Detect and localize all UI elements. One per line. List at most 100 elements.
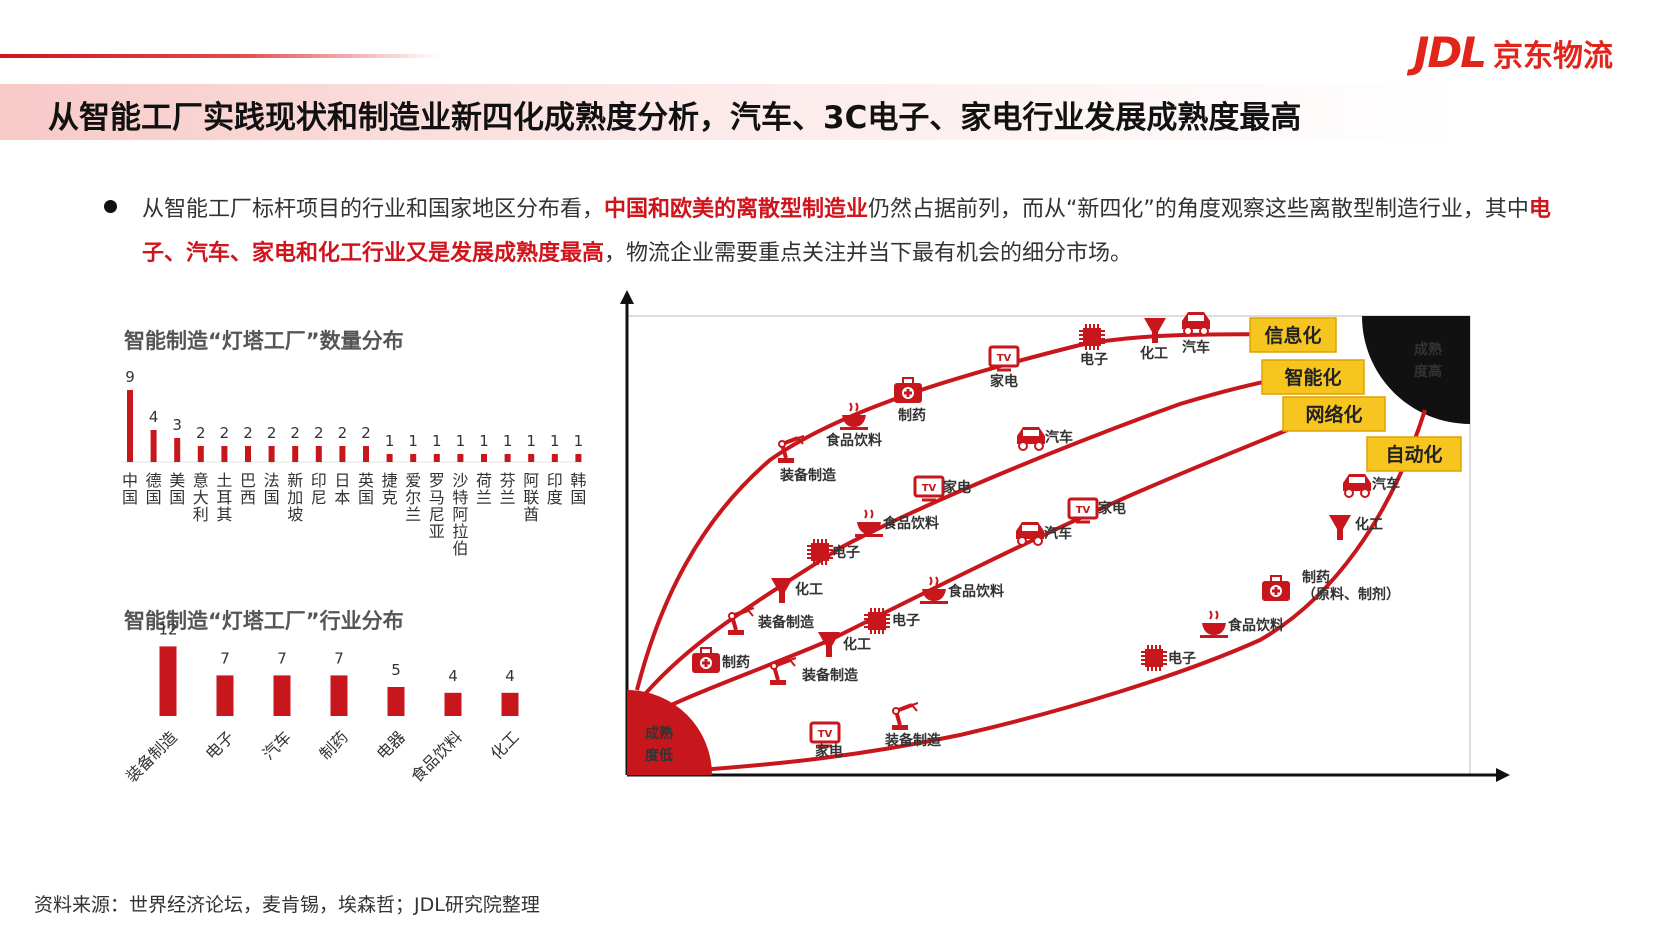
country-tick-label: 巴西: [240, 471, 256, 507]
maturity-point-label: 装备制造: [779, 467, 836, 484]
medicine-icon: [894, 377, 922, 403]
country-tick-char: 中: [122, 471, 138, 490]
country-tick-char: 美: [169, 471, 185, 490]
maturity-curve-4: [699, 409, 1427, 772]
chemical-icon: [1144, 318, 1166, 343]
country-tick-char: 酋: [523, 505, 539, 524]
y-axis-arrow-icon: [620, 290, 634, 304]
bullet-paragraph: 从智能工厂标杆项目的行业和国家地区分布看，中国和欧美的离散型制造业仍然占据前列，…: [142, 188, 1562, 276]
svg-text:TV: TV: [997, 353, 1012, 364]
maturity-point-label: 电子: [832, 544, 860, 561]
brand-name: 京东物流: [1493, 38, 1613, 74]
country-bar-value: 2: [243, 424, 253, 442]
maturity-point-label: 装备制造: [801, 667, 858, 684]
robot-arm-icon: [728, 607, 755, 635]
maturity-curve-2: [638, 372, 1306, 702]
para-highlight-2: 电子、汽车、家电和化工: [142, 197, 1551, 266]
country-tick-label: 法国: [264, 471, 280, 507]
country-tick-label: 荷兰: [476, 471, 492, 507]
country-tick-label: 爱尔兰: [405, 471, 421, 524]
country-bar: [221, 446, 228, 462]
series-tag-box: [1282, 396, 1386, 432]
country-tick-char: 度: [547, 488, 563, 507]
maturity-curve-1: [635, 332, 1291, 691]
country-tick-char: 罗: [429, 471, 445, 490]
maturity-point-label: 汽车: [1045, 429, 1073, 446]
para-highlight-3: 行业又是发展成熟度最高: [362, 241, 605, 266]
country-bar: [197, 446, 204, 462]
country-bar-value: 2: [361, 424, 371, 442]
country-tick-char: 印: [547, 471, 563, 490]
food-icon: [920, 576, 948, 604]
series-tag-label: 自动化: [1385, 443, 1442, 466]
industry-bar: [444, 692, 462, 716]
industry-bar-value: 12: [158, 620, 177, 638]
country-bar-value: 1: [479, 432, 489, 450]
title-bar: [0, 84, 1460, 140]
maturity-curve-3: [647, 410, 1331, 718]
svg-text:TV: TV: [1076, 505, 1091, 516]
para-highlight-1: 中国和欧美的离散型制造业: [604, 197, 869, 222]
country-bar-value: 2: [338, 424, 348, 442]
country-tick-char: 德: [146, 471, 162, 490]
country-bar: [386, 454, 393, 462]
bullet-dot-icon: [104, 200, 117, 213]
chemical-icon: [818, 632, 840, 657]
corner-low-shape: [627, 690, 712, 775]
country-bar-value: 4: [149, 408, 159, 426]
maturity-point-label: 食品饮料: [1228, 617, 1284, 634]
tv-icon: TV: [988, 345, 1020, 372]
country-chart-title: 智能制造“灯塔工厂”数量分布: [124, 329, 404, 353]
medicine-icon: [692, 647, 720, 673]
maturity-point-label: 化工: [795, 581, 823, 598]
series-tag-label: 信息化: [1264, 324, 1321, 347]
country-bar-value: 1: [408, 432, 418, 450]
country-bar: [363, 446, 369, 462]
country-tick-char: 荷: [476, 471, 492, 490]
para-part-3: ，物流企业需要重点关注并当下最有机会的细分市场。: [604, 241, 1133, 266]
country-tick-char: 印: [311, 471, 327, 490]
page-title: 从智能工厂实践现状和制造业新四化成熟度分析，汽车、3C电子、家电行业发展成熟度最…: [48, 100, 1302, 136]
country-bar: [504, 454, 511, 462]
maturity-point-label: 化工: [1140, 345, 1168, 362]
maturity-point-label: 制药: [1302, 569, 1330, 586]
country-tick-char: 本: [334, 488, 350, 507]
industry-bar: [159, 646, 177, 716]
series-tag-box: [1366, 436, 1462, 472]
maturity-point-label: 家电: [815, 743, 843, 760]
maturity-point-label: 汽车: [1182, 339, 1210, 356]
country-bar-value: 1: [503, 432, 513, 450]
country-tick-label: 芬兰: [500, 471, 516, 507]
series-tag-label: 网络化: [1305, 403, 1362, 426]
country-tick-char: 西: [240, 488, 256, 507]
country-bar-value: 2: [196, 424, 206, 442]
country-bar-value: 1: [432, 432, 442, 450]
maturity-point-label: 制药: [898, 407, 926, 424]
country-tick-char: 克: [382, 488, 398, 507]
country-tick-char: 尔: [405, 488, 421, 507]
chemical-icon: [771, 578, 793, 603]
corner-high-shape: [1362, 316, 1470, 424]
country-bar-value: 2: [220, 424, 230, 442]
country-tick-label: 日本: [334, 471, 350, 507]
country-bar-value: 2: [314, 424, 324, 442]
country-bar: [245, 446, 251, 462]
tv-icon: TV: [1067, 497, 1099, 524]
top-accent-line: [0, 54, 440, 58]
country-bar-value: 3: [172, 416, 182, 434]
chip-icon: [864, 608, 890, 634]
country-bar: [292, 446, 299, 462]
maturity-point-label: 电子: [1168, 650, 1196, 667]
country-bar: [457, 454, 464, 462]
industry-bar-value: 7: [220, 649, 230, 667]
industry-chart-title: 智能制造“灯塔工厂”行业分布: [124, 609, 404, 633]
country-bar-value: 1: [574, 432, 584, 450]
maturity-point-label: 食品饮料: [826, 432, 882, 449]
country-tick-char: 巴: [240, 471, 256, 490]
industry-bar: [330, 675, 348, 716]
country-tick-label: 新加坡: [287, 471, 303, 524]
country-bar: [174, 438, 181, 462]
country-bar: [528, 454, 535, 462]
car-icon: [1016, 522, 1044, 546]
